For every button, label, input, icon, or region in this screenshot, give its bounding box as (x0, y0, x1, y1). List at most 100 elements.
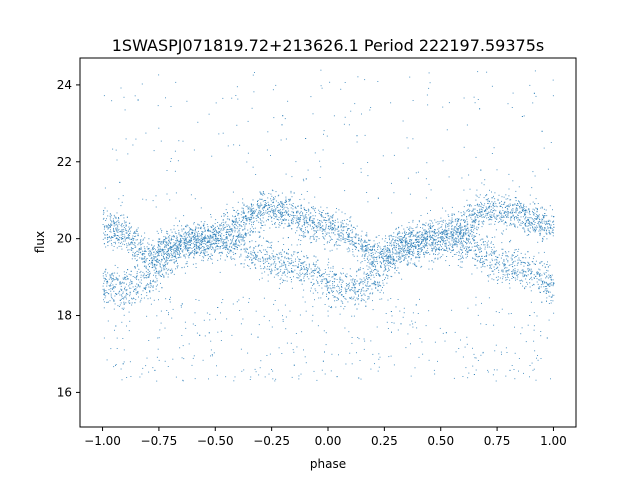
data-point (352, 279, 354, 281)
data-point (398, 226, 400, 228)
data-point (552, 284, 554, 286)
data-point (500, 219, 502, 221)
data-point (165, 259, 167, 261)
data-point (110, 237, 112, 238)
data-point (273, 303, 275, 305)
data-point (138, 279, 140, 281)
data-point (468, 250, 470, 252)
data-point (471, 213, 473, 215)
data-point (244, 242, 246, 244)
data-point (312, 208, 314, 210)
data-point (474, 258, 476, 260)
data-point (284, 218, 286, 220)
data-point (424, 232, 426, 234)
data-point (180, 256, 182, 258)
data-point (227, 145, 229, 147)
data-point (383, 256, 385, 257)
data-point (130, 376, 132, 377)
data-point (477, 259, 479, 261)
data-point (547, 223, 549, 225)
data-point (137, 265, 139, 267)
data-point (376, 269, 378, 271)
data-point (341, 286, 343, 288)
data-point (398, 231, 400, 232)
data-point (136, 260, 137, 262)
data-point (114, 230, 115, 232)
data-point (348, 239, 350, 241)
data-point (371, 269, 373, 271)
data-point (442, 247, 444, 249)
data-point (268, 268, 270, 270)
data-point (209, 256, 211, 258)
data-point (319, 276, 321, 278)
data-point (250, 218, 252, 220)
data-point (463, 234, 465, 236)
data-point (225, 221, 227, 223)
data-point (411, 244, 413, 246)
data-point (407, 177, 409, 179)
data-point (142, 367, 144, 369)
data-point (112, 287, 114, 289)
data-point (532, 224, 534, 226)
data-point (191, 240, 193, 242)
data-point (269, 210, 271, 212)
data-point (115, 149, 117, 151)
data-point (440, 256, 442, 257)
data-point (239, 236, 241, 238)
data-point (462, 251, 464, 253)
data-point (185, 246, 187, 248)
data-point (500, 218, 502, 220)
data-point (312, 228, 314, 230)
data-point (109, 240, 111, 242)
data-point (267, 197, 269, 199)
data-point (151, 249, 153, 251)
data-point (366, 232, 368, 234)
data-point (235, 224, 237, 226)
data-point (512, 262, 514, 264)
data-point (252, 232, 254, 234)
data-point (152, 200, 154, 202)
data-point (390, 298, 392, 299)
data-point (314, 210, 316, 212)
data-point (351, 315, 353, 317)
data-point (477, 205, 479, 207)
data-point (481, 207, 483, 208)
data-point (324, 304, 326, 305)
data-point (400, 247, 402, 249)
data-point (496, 369, 498, 371)
data-point (419, 338, 421, 339)
data-point (301, 269, 302, 270)
data-point (144, 232, 146, 234)
data-point (410, 243, 412, 245)
data-point (367, 244, 369, 246)
data-point (211, 354, 213, 355)
data-point (413, 248, 415, 250)
data-point (316, 231, 317, 233)
data-point (533, 213, 535, 215)
data-point (221, 233, 223, 235)
data-point (510, 211, 512, 213)
data-point (175, 376, 177, 378)
data-point (330, 227, 332, 229)
data-point (134, 255, 136, 257)
data-point (316, 271, 318, 273)
data-point (415, 234, 417, 236)
data-point (393, 244, 395, 246)
data-point (369, 267, 371, 269)
data-point (464, 228, 466, 230)
data-point (236, 248, 238, 250)
data-point (399, 258, 401, 260)
data-point (177, 160, 179, 162)
data-point (503, 223, 505, 225)
data-point (282, 212, 283, 214)
data-point (332, 223, 334, 225)
data-point (294, 260, 296, 262)
data-point (483, 216, 485, 218)
data-point (346, 285, 348, 286)
data-point (251, 240, 253, 242)
data-point (379, 298, 381, 300)
data-point (368, 252, 370, 254)
data-point (125, 302, 127, 304)
data-point (456, 238, 458, 240)
data-point (285, 138, 287, 140)
